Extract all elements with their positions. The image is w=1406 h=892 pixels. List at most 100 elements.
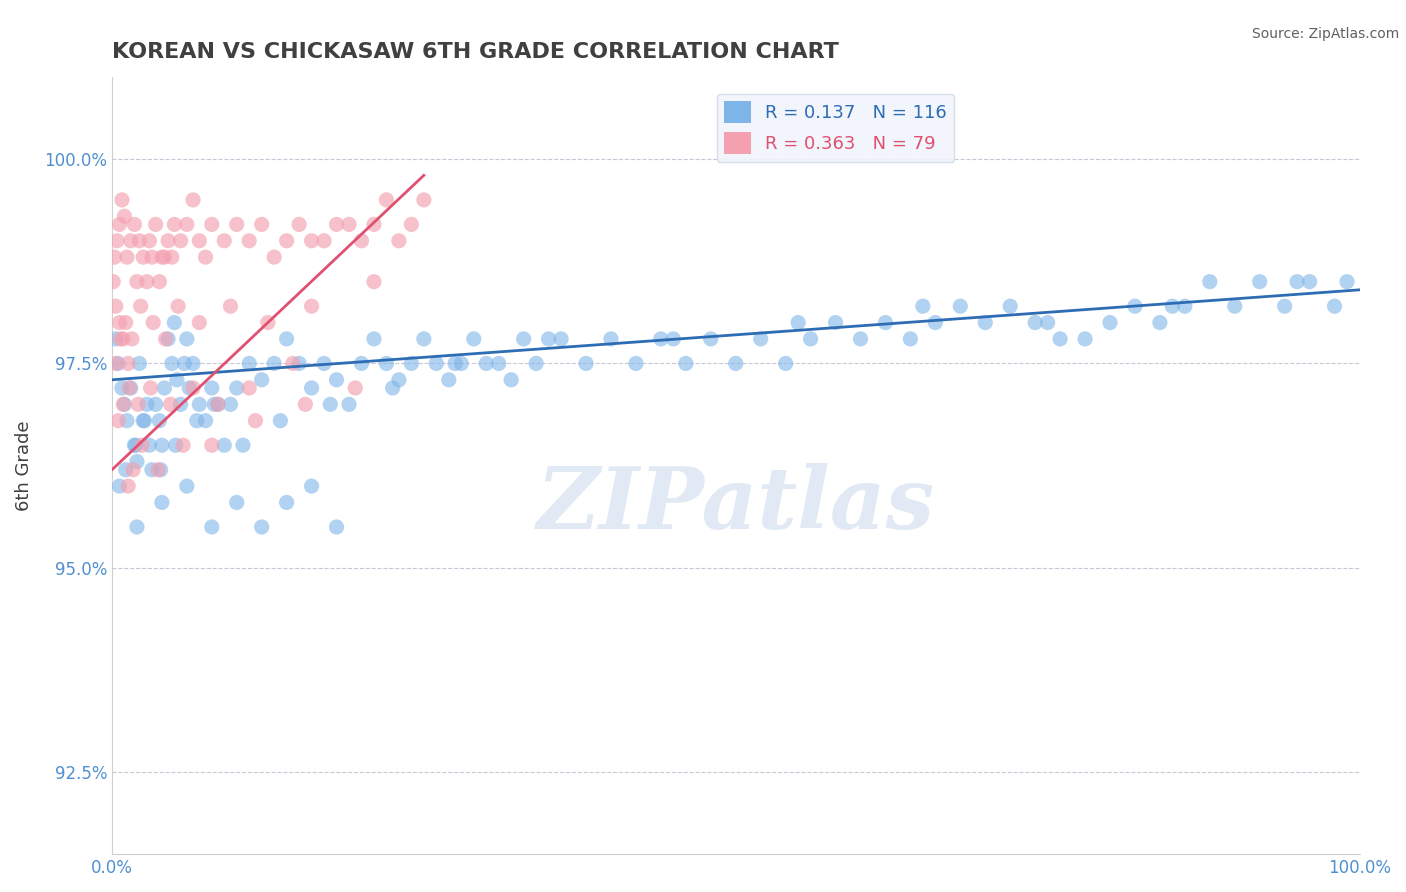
Koreans (188, 397, 211, 411)
Koreans (624, 356, 647, 370)
Chickasaw (148, 275, 170, 289)
Koreans (114, 463, 136, 477)
Koreans (173, 356, 195, 370)
Koreans (700, 332, 723, 346)
Chickasaw (104, 299, 127, 313)
Koreans (150, 495, 173, 509)
Chickasaw (105, 234, 128, 248)
Chickasaw (181, 381, 204, 395)
Chickasaw (238, 234, 260, 248)
Koreans (128, 356, 150, 370)
Chickasaw (250, 218, 273, 232)
Chickasaw (301, 299, 323, 313)
Koreans (600, 332, 623, 346)
Koreans (1074, 332, 1097, 346)
Koreans (134, 414, 156, 428)
Koreans (463, 332, 485, 346)
Chickasaw (388, 234, 411, 248)
Koreans (998, 299, 1021, 313)
Koreans (319, 397, 342, 411)
Koreans (169, 397, 191, 411)
Koreans (212, 438, 235, 452)
Chickasaw (160, 250, 183, 264)
Chickasaw (112, 397, 135, 411)
Koreans (138, 438, 160, 452)
Chickasaw (128, 234, 150, 248)
Koreans (662, 332, 685, 346)
Koreans (181, 356, 204, 370)
Chickasaw (201, 218, 224, 232)
Koreans (250, 373, 273, 387)
Koreans (125, 454, 148, 468)
Koreans (1336, 275, 1358, 289)
Chickasaw (312, 234, 335, 248)
Koreans (179, 381, 201, 395)
Koreans (388, 373, 411, 387)
Koreans (149, 463, 172, 477)
Koreans (312, 356, 335, 370)
Koreans (444, 356, 467, 370)
Koreans (1036, 316, 1059, 330)
Text: ZIPatlas: ZIPatlas (537, 463, 935, 546)
Koreans (301, 479, 323, 493)
Koreans (238, 356, 260, 370)
Chickasaw (172, 438, 194, 452)
Chickasaw (142, 316, 165, 330)
Koreans (575, 356, 598, 370)
Chickasaw (363, 275, 385, 289)
Chickasaw (122, 463, 145, 477)
Chickasaw (157, 234, 180, 248)
Chickasaw (288, 218, 311, 232)
Chickasaw (124, 218, 146, 232)
Chickasaw (363, 218, 385, 232)
Koreans (124, 438, 146, 452)
Koreans (166, 373, 188, 387)
Chickasaw (141, 250, 163, 264)
Koreans (924, 316, 946, 330)
Koreans (650, 332, 672, 346)
Koreans (107, 356, 129, 370)
Koreans (824, 316, 846, 330)
Chickasaw (350, 234, 373, 248)
Koreans (1174, 299, 1197, 313)
Koreans (1198, 275, 1220, 289)
Koreans (186, 414, 208, 428)
Koreans (900, 332, 922, 346)
Koreans (263, 356, 285, 370)
Chickasaw (276, 234, 298, 248)
Koreans (911, 299, 934, 313)
Chickasaw (169, 234, 191, 248)
Koreans (800, 332, 823, 346)
Koreans (202, 397, 225, 411)
Koreans (288, 356, 311, 370)
Koreans (276, 495, 298, 509)
Chickasaw (114, 209, 136, 223)
Koreans (148, 414, 170, 428)
Chickasaw (153, 250, 176, 264)
Koreans (724, 356, 747, 370)
Chickasaw (121, 332, 143, 346)
Koreans (363, 332, 385, 346)
Chickasaw (263, 250, 285, 264)
Chickasaw (125, 275, 148, 289)
Chickasaw (103, 250, 125, 264)
Chickasaw (412, 193, 434, 207)
Koreans (150, 438, 173, 452)
Chickasaw (294, 397, 316, 411)
Y-axis label: 6th Grade: 6th Grade (15, 420, 32, 511)
Chickasaw (401, 218, 423, 232)
Koreans (207, 397, 229, 411)
Chickasaw (176, 218, 198, 232)
Koreans (124, 438, 146, 452)
Chickasaw (188, 234, 211, 248)
Koreans (153, 381, 176, 395)
Koreans (350, 356, 373, 370)
Chickasaw (212, 234, 235, 248)
Chickasaw (375, 193, 398, 207)
Koreans (537, 332, 560, 346)
Koreans (488, 356, 510, 370)
Text: KOREAN VS CHICKASAW 6TH GRADE CORRELATION CHART: KOREAN VS CHICKASAW 6TH GRADE CORRELATIO… (112, 42, 839, 62)
Chickasaw (201, 438, 224, 452)
Chickasaw (103, 275, 125, 289)
Koreans (232, 438, 254, 452)
